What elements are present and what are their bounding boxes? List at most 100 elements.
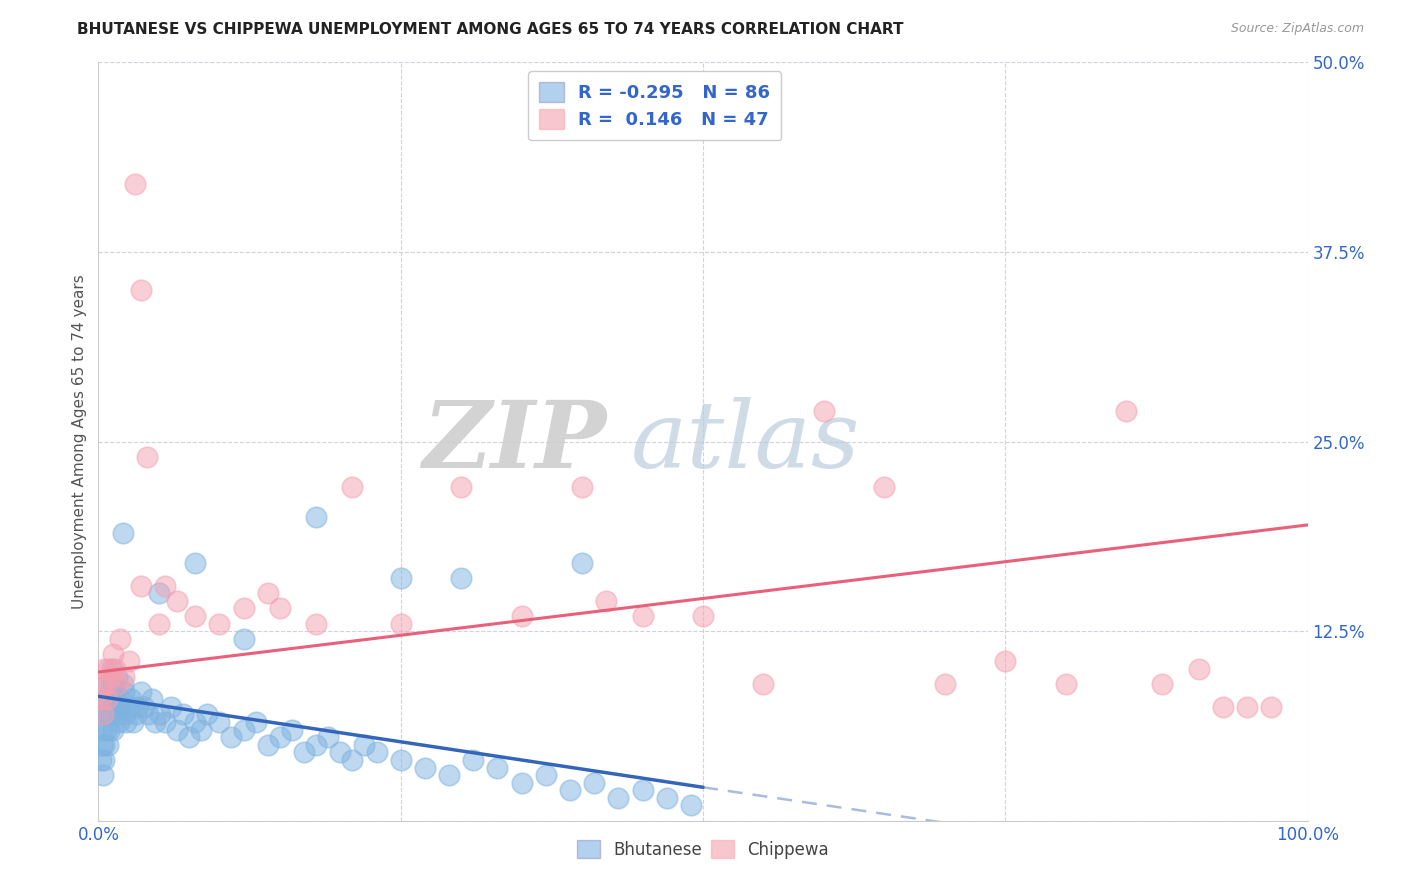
Point bbox=[413, 760, 436, 774]
Text: Source: ZipAtlas.com: Source: ZipAtlas.com bbox=[1230, 22, 1364, 36]
Point bbox=[305, 616, 328, 631]
Text: ZIP: ZIP bbox=[422, 397, 606, 486]
Point bbox=[103, 699, 125, 714]
Point bbox=[179, 730, 201, 744]
Point bbox=[107, 707, 129, 722]
Point bbox=[256, 738, 278, 752]
Point bbox=[583, 776, 606, 790]
Point bbox=[104, 662, 127, 676]
Point bbox=[90, 753, 112, 767]
Point bbox=[329, 746, 352, 760]
Point bbox=[101, 677, 124, 691]
Point bbox=[100, 707, 122, 722]
Point bbox=[558, 783, 581, 797]
Point bbox=[160, 699, 183, 714]
Point bbox=[450, 571, 472, 585]
Point bbox=[166, 723, 188, 737]
Point bbox=[108, 632, 131, 646]
Point bbox=[571, 480, 593, 494]
Point bbox=[463, 753, 485, 767]
Point bbox=[208, 616, 231, 631]
Point bbox=[111, 677, 134, 691]
Point bbox=[124, 177, 146, 191]
Point bbox=[692, 608, 714, 623]
Point bbox=[316, 730, 339, 744]
Point bbox=[93, 738, 115, 752]
Point bbox=[107, 677, 129, 691]
Point bbox=[679, 798, 702, 813]
Point bbox=[510, 608, 533, 623]
Point bbox=[118, 655, 141, 669]
Point bbox=[97, 707, 120, 722]
Point bbox=[184, 608, 207, 623]
Point bbox=[149, 707, 172, 722]
Point bbox=[153, 715, 176, 730]
Point bbox=[631, 608, 654, 623]
Point bbox=[118, 699, 141, 714]
Point bbox=[994, 655, 1017, 669]
Point bbox=[655, 791, 678, 805]
Point bbox=[450, 480, 472, 494]
Point bbox=[256, 586, 278, 600]
Point bbox=[93, 662, 115, 676]
Point bbox=[100, 662, 122, 676]
Point bbox=[190, 723, 212, 737]
Y-axis label: Unemployment Among Ages 65 to 74 years: Unemployment Among Ages 65 to 74 years bbox=[72, 274, 87, 609]
Point bbox=[105, 669, 128, 683]
Point bbox=[91, 768, 114, 782]
Text: BHUTANESE VS CHIPPEWA UNEMPLOYMENT AMONG AGES 65 TO 74 YEARS CORRELATION CHART: BHUTANESE VS CHIPPEWA UNEMPLOYMENT AMONG… bbox=[77, 22, 904, 37]
Point bbox=[143, 715, 166, 730]
Point bbox=[110, 699, 132, 714]
Point bbox=[752, 677, 775, 691]
Point bbox=[1115, 404, 1137, 418]
Point bbox=[305, 510, 328, 524]
Point bbox=[120, 692, 142, 706]
Point bbox=[129, 283, 152, 297]
Point bbox=[631, 783, 654, 797]
Point bbox=[114, 707, 136, 722]
Point bbox=[96, 692, 118, 706]
Point bbox=[111, 525, 134, 540]
Point bbox=[94, 677, 117, 691]
Point bbox=[342, 753, 364, 767]
Point bbox=[122, 715, 145, 730]
Point bbox=[101, 647, 124, 661]
Point bbox=[873, 480, 896, 494]
Point bbox=[96, 677, 118, 691]
Point bbox=[100, 677, 122, 691]
Point bbox=[91, 723, 114, 737]
Point bbox=[97, 662, 120, 676]
Point bbox=[172, 707, 194, 722]
Point bbox=[108, 715, 131, 730]
Point bbox=[245, 715, 267, 730]
Point bbox=[269, 730, 291, 744]
Point bbox=[813, 404, 835, 418]
Point bbox=[281, 723, 304, 737]
Point bbox=[90, 692, 112, 706]
Point bbox=[1236, 699, 1258, 714]
Point bbox=[1212, 699, 1234, 714]
Point bbox=[97, 738, 120, 752]
Point bbox=[437, 768, 460, 782]
Point bbox=[96, 707, 118, 722]
Point bbox=[389, 571, 412, 585]
Point bbox=[136, 707, 159, 722]
Point bbox=[100, 669, 122, 683]
Point bbox=[134, 699, 156, 714]
Point bbox=[486, 760, 509, 774]
Point bbox=[148, 616, 170, 631]
Legend: Bhutanese, Chippewa: Bhutanese, Chippewa bbox=[571, 833, 835, 865]
Point bbox=[342, 480, 364, 494]
Point bbox=[305, 738, 328, 752]
Point bbox=[232, 723, 254, 737]
Point bbox=[595, 594, 617, 608]
Point bbox=[510, 776, 533, 790]
Point bbox=[141, 692, 163, 706]
Point bbox=[129, 685, 152, 699]
Point bbox=[269, 601, 291, 615]
Point bbox=[195, 707, 218, 722]
Point bbox=[108, 692, 131, 706]
Point bbox=[534, 768, 557, 782]
Point bbox=[91, 677, 114, 691]
Point bbox=[148, 586, 170, 600]
